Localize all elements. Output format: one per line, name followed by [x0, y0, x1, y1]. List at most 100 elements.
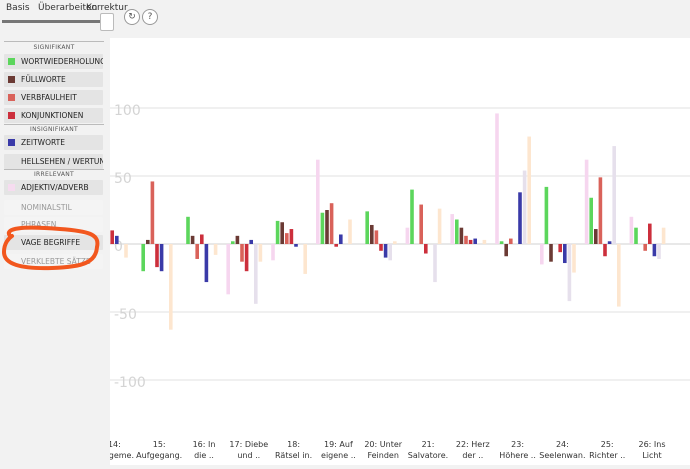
bar[interactable] [289, 229, 294, 244]
bar[interactable] [348, 219, 352, 244]
bar[interactable] [303, 244, 307, 274]
help-button[interactable]: ? [142, 9, 158, 25]
bar[interactable] [509, 238, 513, 244]
bar[interactable] [329, 203, 334, 244]
bar[interactable] [433, 244, 437, 283]
bar[interactable] [146, 239, 150, 244]
bar[interactable] [271, 244, 275, 261]
bar[interactable] [370, 224, 374, 244]
bar[interactable] [235, 235, 240, 244]
bar[interactable] [522, 170, 527, 244]
bar[interactable] [567, 244, 572, 302]
bar[interactable] [244, 244, 249, 272]
bar[interactable] [200, 234, 204, 244]
bar[interactable] [365, 211, 369, 244]
bar[interactable] [648, 223, 652, 244]
bar[interactable] [150, 181, 155, 244]
bar[interactable] [285, 233, 289, 244]
bar[interactable] [275, 220, 280, 244]
tab-ueberarbeiten[interactable]: Überarbeiten [38, 3, 98, 13]
bar[interactable] [424, 244, 428, 254]
bar[interactable] [190, 235, 195, 244]
bar[interactable] [459, 227, 464, 244]
bar[interactable] [110, 230, 114, 244]
bar[interactable] [325, 210, 329, 244]
bar[interactable] [657, 244, 661, 259]
bar[interactable] [226, 244, 230, 295]
filter-wortwiederholung[interactable]: WORTWIEDERHOLUNG [4, 54, 103, 69]
bar[interactable] [374, 230, 379, 244]
bar[interactable] [115, 235, 119, 244]
bar[interactable] [464, 235, 468, 244]
bar[interactable] [437, 208, 442, 244]
filter-adjektiv-adverb[interactable]: ADJEKTIV/ADVERB [4, 180, 103, 195]
bar[interactable] [549, 244, 553, 262]
bar[interactable] [572, 244, 576, 273]
bar[interactable] [410, 189, 414, 244]
bar[interactable] [558, 244, 562, 253]
filter-fuellworte[interactable]: FÜLLWORTE [4, 72, 103, 87]
bar[interactable] [316, 159, 320, 244]
bar[interactable] [339, 234, 343, 244]
tab-basis[interactable]: Basis [6, 3, 30, 13]
bar[interactable] [231, 241, 235, 244]
mode-slider-handle[interactable] [100, 13, 114, 31]
bar[interactable] [159, 244, 164, 272]
bar[interactable] [213, 244, 218, 255]
bar[interactable] [383, 244, 388, 258]
bar[interactable] [544, 186, 549, 244]
bar[interactable] [141, 244, 145, 272]
bar[interactable] [482, 239, 487, 244]
bar[interactable] [393, 241, 397, 244]
bar[interactable] [195, 244, 199, 259]
bar[interactable] [594, 229, 598, 244]
bar[interactable] [419, 204, 423, 244]
bar[interactable] [320, 212, 325, 244]
filter-vage-begriffe[interactable]: VAGE BEGRIFFE [4, 235, 103, 250]
bar[interactable] [388, 244, 392, 261]
bar[interactable] [629, 216, 634, 244]
tab-korrektur[interactable]: Korrektur [86, 3, 128, 13]
bar[interactable] [643, 244, 647, 251]
bar[interactable] [495, 113, 499, 244]
bar[interactable] [240, 244, 244, 262]
bar[interactable] [473, 238, 477, 244]
filter-nominalstil[interactable]: NOMINALSTIL [4, 200, 103, 215]
bar[interactable] [124, 244, 128, 258]
bar[interactable] [294, 244, 298, 247]
bar[interactable] [249, 239, 253, 244]
bar[interactable] [603, 244, 607, 257]
bar[interactable] [155, 244, 159, 268]
bar[interactable] [204, 244, 209, 283]
bar[interactable] [652, 244, 657, 257]
bar[interactable] [186, 216, 190, 244]
bar[interactable] [258, 244, 263, 262]
bar[interactable] [450, 214, 454, 244]
bar[interactable] [612, 146, 616, 244]
filter-konjunktionen[interactable]: KONJUNKTIONEN [4, 108, 103, 123]
bar[interactable] [504, 244, 508, 257]
bar[interactable] [584, 159, 589, 244]
bar[interactable] [527, 136, 531, 244]
bar[interactable] [661, 227, 666, 244]
bar[interactable] [634, 227, 638, 244]
bar[interactable] [563, 244, 567, 264]
bar[interactable] [455, 219, 459, 244]
bar[interactable] [617, 244, 621, 307]
filter-verbfaulheit[interactable]: VERBFAULHEIT [4, 90, 103, 105]
bar[interactable] [280, 222, 284, 244]
bar[interactable] [499, 241, 504, 244]
filter-zeitworte[interactable]: ZEITWORTE [4, 135, 103, 150]
bar[interactable] [540, 244, 544, 265]
bar[interactable] [405, 227, 410, 244]
bar[interactable] [589, 197, 593, 244]
bar[interactable] [254, 244, 258, 304]
bar[interactable] [379, 244, 383, 251]
filter-hellsehen-wertung[interactable]: HELLSEHEN / WERTUNG [4, 154, 103, 169]
bar[interactable] [169, 244, 173, 330]
bar[interactable] [607, 241, 612, 244]
bar[interactable] [468, 239, 473, 244]
mode-slider-track[interactable] [2, 20, 114, 23]
bar[interactable] [598, 177, 603, 244]
refresh-button[interactable]: ↻ [124, 9, 140, 25]
